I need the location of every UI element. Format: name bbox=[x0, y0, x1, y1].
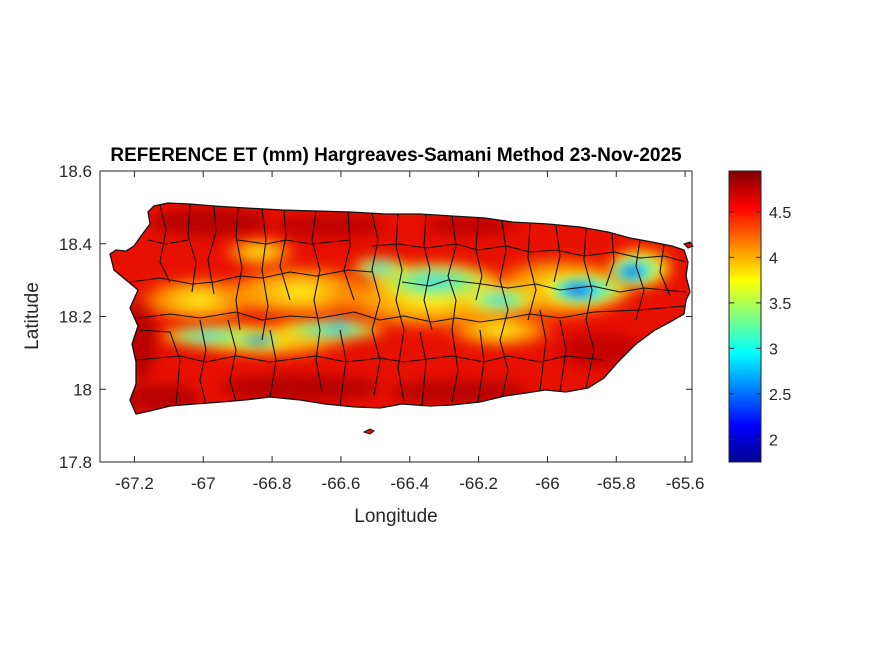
x-tick-label: -66.6 bbox=[322, 474, 361, 493]
colorbar-ticks: 4.5 4 3.5 3 2.5 2 bbox=[729, 205, 791, 449]
x-tick-label: -65.6 bbox=[666, 474, 705, 493]
x-tick-label: -67 bbox=[191, 474, 216, 493]
x-axis-label: Longitude bbox=[354, 506, 437, 527]
colorbar-tick-label: 2.5 bbox=[769, 387, 791, 404]
y-tick-label: 18.2 bbox=[59, 308, 92, 327]
x-tick-label: -66 bbox=[535, 474, 560, 493]
colorbar-tick-label: 4 bbox=[769, 250, 778, 267]
x-tick-label: -67.2 bbox=[115, 474, 154, 493]
y-tick-label: 18.6 bbox=[59, 162, 92, 181]
x-tick-label: -66.2 bbox=[459, 474, 498, 493]
y-tick-label: 17.8 bbox=[59, 453, 92, 472]
y-axis-ticks: 18.6 18.4 18.2 18 17.8 bbox=[59, 162, 692, 472]
x-tick-label: -66.8 bbox=[253, 474, 292, 493]
municipal-boundaries bbox=[129, 203, 687, 407]
y-tick-label: 18.4 bbox=[59, 235, 92, 254]
colorbar-tick-label: 2 bbox=[769, 432, 778, 449]
islet-caja-de-muertos bbox=[362, 428, 375, 435]
colorbar-tick-label: 3 bbox=[769, 341, 778, 358]
colorbar-tick-label: 4.5 bbox=[769, 205, 791, 222]
et-heatmap bbox=[110, 203, 690, 414]
x-tick-label: -65.8 bbox=[597, 474, 636, 493]
x-axis-ticks: -67.2 -67 -66.8 -66.6 -66.4 -66.2 -66 -65.8 -65.… bbox=[115, 171, 704, 493]
colorbar-tick-label: 3.5 bbox=[769, 296, 791, 313]
y-axis-label: Latitude bbox=[22, 282, 43, 350]
colorbar bbox=[728, 170, 762, 463]
y-tick-label: 18 bbox=[73, 380, 92, 399]
chart-title: REFERENCE ET (mm) Hargreaves-Samani Meth… bbox=[110, 145, 682, 166]
x-tick-label: -66.4 bbox=[390, 474, 429, 493]
island-coastline bbox=[109, 202, 691, 415]
